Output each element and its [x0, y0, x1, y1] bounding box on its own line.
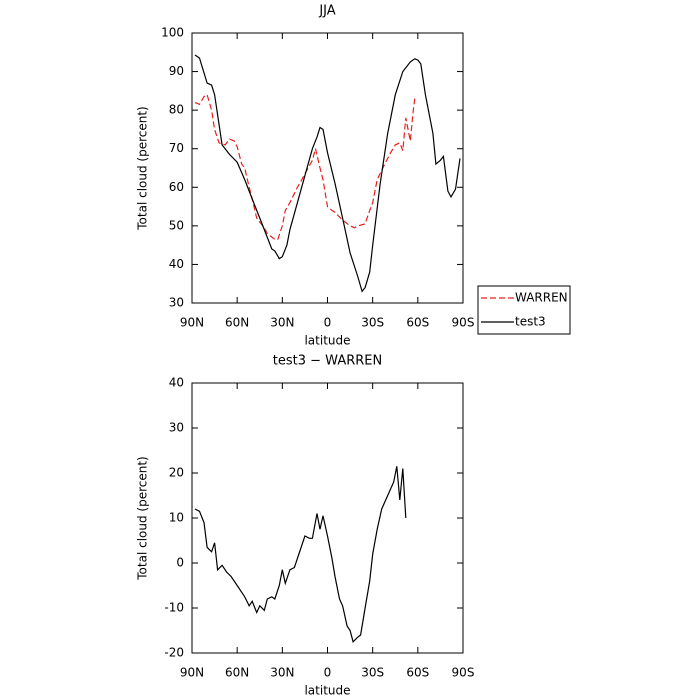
y-tick-label: 10 [169, 511, 184, 525]
y-tick-label: 30 [169, 421, 184, 435]
series-line [194, 466, 407, 643]
x-tick-label: 90N [180, 666, 204, 680]
y-tick-label: 20 [169, 466, 184, 480]
series-line [194, 54, 461, 293]
x-tick-label: 30N [270, 666, 294, 680]
x-tick-label: 90S [452, 316, 475, 330]
x-tick-label: 90S [452, 666, 475, 680]
x-tick-label: 90N [180, 316, 204, 330]
x-tick-label: 60S [406, 666, 429, 680]
legend-box [477, 285, 571, 335]
y-tick-label: 60 [169, 180, 184, 194]
x-tick-label: 0 [324, 316, 332, 330]
y-tick-label: 50 [169, 218, 184, 232]
y-axis-label: Total cloud (percent) [136, 456, 150, 580]
x-axis-label: latitude [304, 334, 350, 348]
y-tick-label: 0 [176, 556, 184, 570]
x-axis-label: latitude [304, 684, 350, 698]
series-line [194, 93, 416, 240]
x-tick-label: 60S [406, 316, 429, 330]
x-tick-label: 30S [361, 316, 384, 330]
chart-title: JJA [318, 4, 335, 19]
y-tick-label: 40 [169, 376, 184, 390]
x-tick-label: 0 [324, 666, 332, 680]
legend-label: WARREN [515, 291, 568, 305]
x-tick-label: 60N [225, 666, 249, 680]
legend-label: test3 [515, 315, 546, 329]
x-tick-label: 60N [225, 316, 249, 330]
y-axis-label: Total cloud (percent) [136, 106, 150, 230]
y-tick-label: 80 [169, 103, 184, 117]
y-tick-label: -10 [164, 601, 184, 615]
x-tick-label: 30N [270, 316, 294, 330]
y-tick-label: 30 [169, 296, 184, 310]
y-tick-label: 90 [169, 64, 184, 78]
y-tick-label: 100 [161, 26, 184, 40]
chart-title: test3 − WARREN [273, 354, 382, 369]
x-tick-label: 30S [361, 666, 384, 680]
y-tick-label: 70 [169, 141, 184, 155]
y-tick-label: -20 [164, 646, 184, 660]
plot-frame [191, 382, 464, 654]
y-tick-label: 40 [169, 257, 184, 271]
